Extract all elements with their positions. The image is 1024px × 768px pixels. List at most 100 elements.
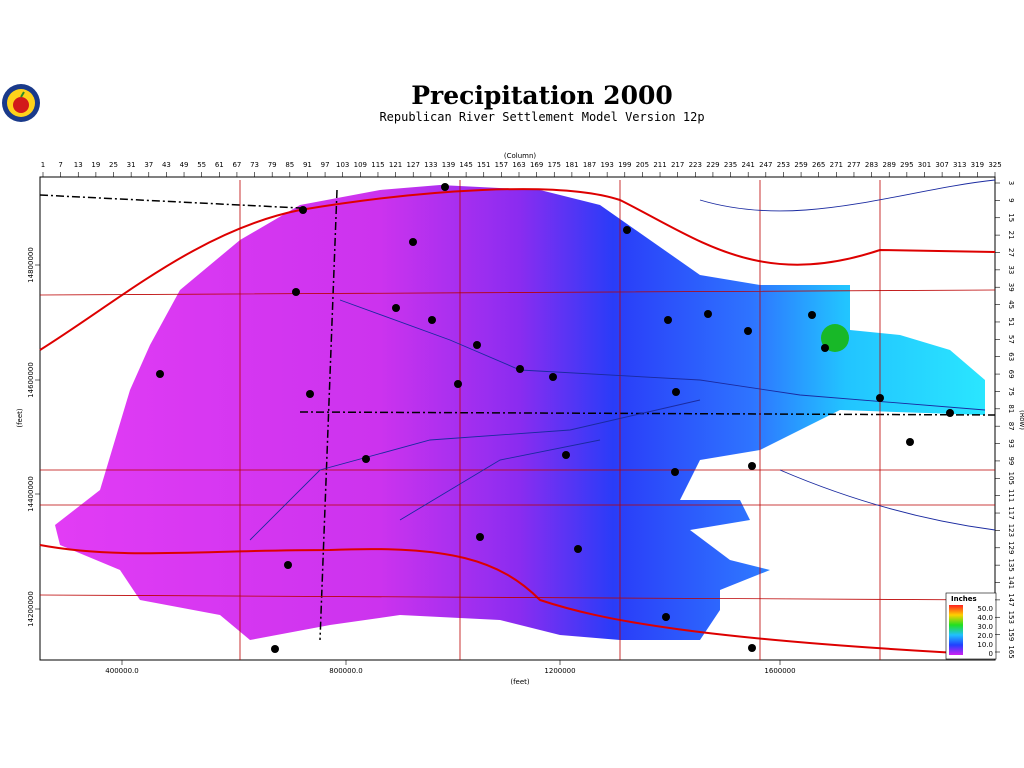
row-tick-label: 93 [1007, 439, 1015, 448]
x-tick-label: 400000.0 [105, 667, 138, 675]
column-tick-label: 115 [371, 161, 384, 169]
row-tick-label: 3 [1007, 181, 1015, 185]
y-tick-label: 14400000 [27, 476, 35, 512]
column-tick-label: 61 [215, 161, 224, 169]
column-tick-label: 97 [321, 161, 330, 169]
column-tick-label: 253 [777, 161, 790, 169]
x-axis-label: (feet) [510, 678, 530, 686]
row-tick-label: 87 [1007, 422, 1015, 431]
column-tick-label: 199 [618, 161, 631, 169]
row-tick-label: 51 [1007, 318, 1015, 327]
legend-ramp [949, 605, 963, 655]
x-tick-label: 1200000 [544, 667, 575, 675]
column-tick-label: 301 [918, 161, 931, 169]
column-axis-label: (Column) [504, 152, 537, 160]
row-axis-label: (Row) [1018, 410, 1024, 430]
subtitle: Republican River Settlement Model Versio… [379, 110, 704, 124]
row-tick-label: 15 [1007, 213, 1015, 222]
row-tick-label: 159 [1007, 628, 1015, 641]
column-tick-label: 229 [706, 161, 719, 169]
x-tick-label: 1600000 [764, 667, 795, 675]
row-tick-label: 123 [1007, 524, 1015, 537]
column-tick-label: 295 [900, 161, 913, 169]
row-tick-label: 27 [1007, 248, 1015, 257]
row-tick-label: 81 [1007, 404, 1015, 413]
column-tick-label: 1 [41, 161, 45, 169]
column-tick-label: 49 [180, 161, 189, 169]
column-tick-label: 163 [512, 161, 525, 169]
y-tick-label: 14200000 [27, 591, 35, 627]
column-tick-label: 277 [847, 161, 860, 169]
row-tick-label: 63 [1007, 352, 1015, 361]
row-tick-label: 111 [1007, 489, 1015, 502]
high-precip-area [821, 324, 849, 352]
row-tick-label: 45 [1007, 300, 1015, 309]
row-tick-label: 21 [1007, 231, 1015, 240]
column-tick-label: 133 [424, 161, 437, 169]
row-tick-label: 75 [1007, 387, 1015, 396]
legend-label: 20.0 [977, 632, 993, 640]
column-tick-label: 67 [232, 161, 241, 169]
column-tick-label: 139 [442, 161, 455, 169]
row-tick-label: 69 [1007, 370, 1015, 379]
column-tick-label: 13 [74, 161, 83, 169]
column-tick-label: 31 [127, 161, 136, 169]
y-axis-label: (feet) [16, 408, 24, 428]
row-tick-label: 135 [1007, 558, 1015, 571]
column-tick-label: 37 [144, 161, 153, 169]
column-tick-label: 55 [197, 161, 206, 169]
column-tick-label: 217 [671, 161, 684, 169]
y-tick-label: 14600000 [27, 362, 35, 398]
column-tick-label: 313 [953, 161, 966, 169]
column-tick-label: 247 [759, 161, 772, 169]
column-tick-label: 73 [250, 161, 259, 169]
column-tick-label: 211 [653, 161, 666, 169]
column-tick-label: 181 [565, 161, 578, 169]
column-tick-label: 187 [583, 161, 596, 169]
column-tick-label: 169 [530, 161, 543, 169]
streams [249, 179, 996, 541]
column-tick-label: 235 [724, 161, 737, 169]
column-tick-label: 205 [636, 161, 649, 169]
row-tick-label: 9 [1007, 198, 1015, 202]
y-tick-label: 14800000 [27, 247, 35, 283]
x-tick-label: 800000.0 [329, 667, 362, 675]
legend-title: Inches [951, 595, 977, 603]
column-tick-label: 193 [600, 161, 613, 169]
column-tick-label: 79 [268, 161, 277, 169]
column-tick-label: 121 [389, 161, 402, 169]
column-tick-label: 145 [459, 161, 472, 169]
legend-label: 0 [989, 650, 993, 658]
column-tick-label: 265 [812, 161, 825, 169]
row-tick-label: 165 [1007, 645, 1015, 658]
column-tick-label: 175 [548, 161, 561, 169]
column-tick-label: 43 [162, 161, 171, 169]
column-tick-label: 127 [407, 161, 420, 169]
column-tick-label: 7 [58, 161, 62, 169]
row-tick-label: 147 [1007, 593, 1015, 606]
column-tick-label: 19 [91, 161, 100, 169]
legend-label: 10.0 [977, 641, 993, 649]
column-tick-label: 307 [935, 161, 948, 169]
stations [156, 183, 954, 653]
column-tick-label: 151 [477, 161, 490, 169]
column-tick-label: 325 [988, 161, 1001, 169]
column-tick-label: 259 [794, 161, 807, 169]
column-tick-label: 91 [303, 161, 312, 169]
column-tick-label: 85 [285, 161, 294, 169]
row-tick-label: 117 [1007, 506, 1015, 519]
row-tick-label: 153 [1007, 611, 1015, 624]
column-tick-label: 289 [883, 161, 896, 169]
roads [39, 188, 996, 656]
column-tick-label: 283 [865, 161, 878, 169]
column-tick-label: 103 [336, 161, 349, 169]
column-tick-label: 271 [830, 161, 843, 169]
title: Precipitation 2000 [411, 81, 673, 110]
row-tick-label: 105 [1007, 472, 1015, 485]
row-tick-label: 99 [1007, 456, 1015, 465]
legend-label: 50.0 [977, 605, 993, 613]
column-tick-label: 25 [109, 161, 118, 169]
legend-label: 40.0 [977, 614, 993, 622]
column-tick-label: 157 [495, 161, 508, 169]
